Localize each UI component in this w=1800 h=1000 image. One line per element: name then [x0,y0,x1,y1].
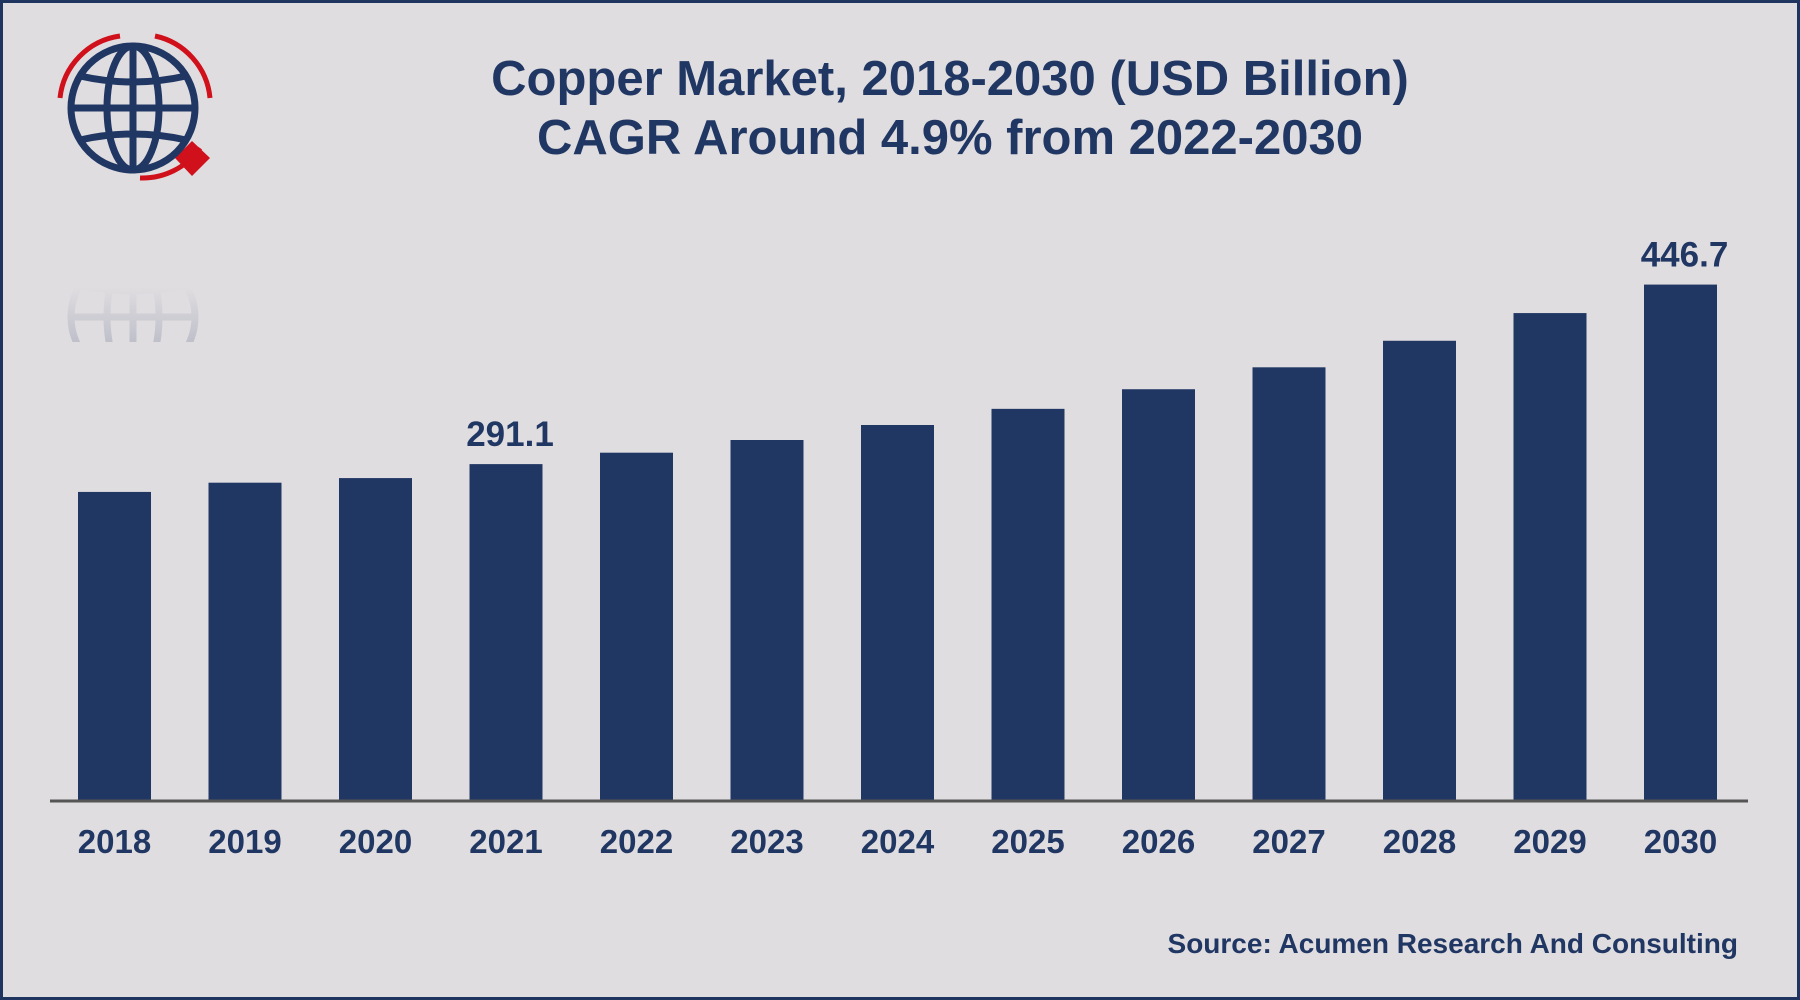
chart-title-block: Copper Market, 2018-2030 (USD Billion) C… [0,50,1800,168]
x-tick-label: 2027 [1252,823,1325,860]
source-note: Source: Acumen Research And Consulting [1167,928,1738,959]
bar-2027 [1252,367,1326,800]
x-tick-label: 2019 [208,823,281,860]
data-label-2030: 446.7 [1641,236,1729,275]
chart-subtitle: CAGR Around 4.9% from 2022-2030 [537,111,1363,165]
x-tick-label: 2020 [339,823,412,860]
bar-2019 [208,482,282,800]
bar-2020 [339,478,412,800]
bar-2028 [1383,340,1456,800]
bar-2022 [600,452,673,800]
bar-2021 [469,464,543,800]
x-tick-label: 2025 [991,823,1064,860]
bar-2018 [78,491,151,800]
x-tick-label: 2029 [1513,823,1586,860]
bar-2029 [1513,313,1587,800]
chart-title: Copper Market, 2018-2030 (USD Billion) [491,52,1409,106]
bar-2026 [1122,389,1195,800]
bar-2025 [991,408,1065,800]
bar-2030 [1644,284,1717,801]
logo-reflection-icon [67,244,210,342]
x-tick-label: 2030 [1644,823,1717,860]
x-tick-label: 2022 [600,823,673,860]
data-label-2021: 291.1 [466,415,554,454]
globe-logo-icon [57,33,213,181]
bar-2023 [730,440,804,800]
x-tick-label: 2026 [1122,823,1195,860]
x-tick-label: 2018 [78,823,151,860]
x-tick-label: 2021 [469,823,542,860]
x-tick-label: 2028 [1383,823,1456,860]
bar-2024 [861,425,934,800]
x-tick-label: 2023 [730,823,803,860]
x-tick-label: 2024 [861,823,935,860]
